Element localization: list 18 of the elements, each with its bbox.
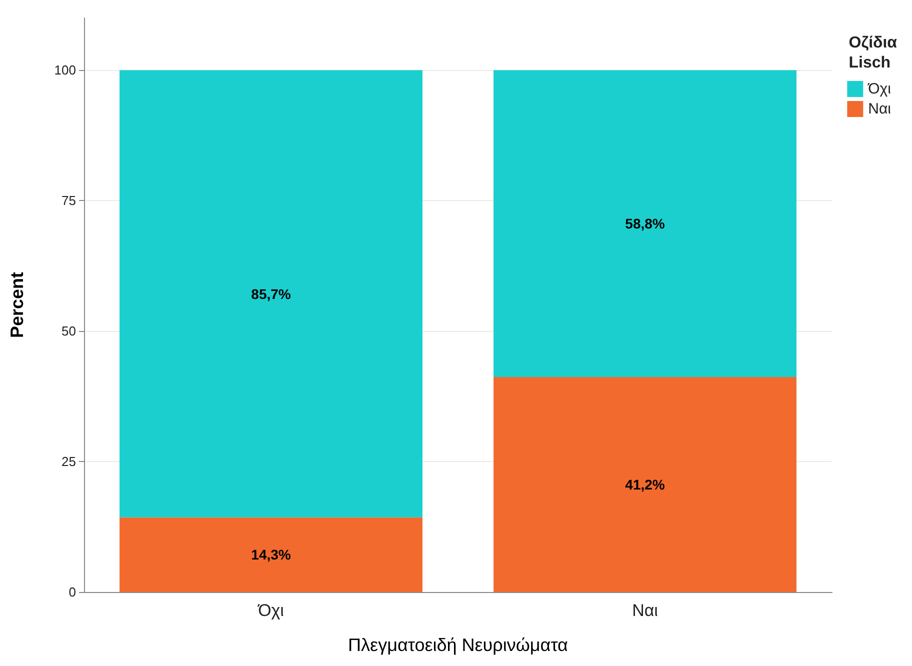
bar — [494, 377, 796, 592]
data-label: 85,7% — [251, 286, 292, 302]
bar — [120, 70, 422, 518]
bar — [120, 517, 422, 592]
legend-label: Ναι — [868, 100, 892, 118]
y-tick-label: 50 — [62, 324, 76, 339]
data-label: 14,3% — [251, 546, 292, 563]
x-axis-title: Πλεγματοειδή Νευρινώματα — [348, 635, 568, 655]
legend-label: Όχι — [867, 80, 891, 98]
bar — [494, 70, 796, 378]
y-tick-label: 0 — [68, 584, 76, 600]
y-axis-title: Percent — [7, 272, 27, 338]
y-tick-label: 100 — [54, 62, 76, 78]
data-label: 58,8% — [625, 216, 666, 232]
y-tick-label: 75 — [62, 193, 76, 208]
legend-title: Οζίδια Lisch — [848, 34, 898, 72]
data-label: 41,2% — [625, 476, 666, 493]
y-tick-label: 25 — [62, 454, 76, 470]
